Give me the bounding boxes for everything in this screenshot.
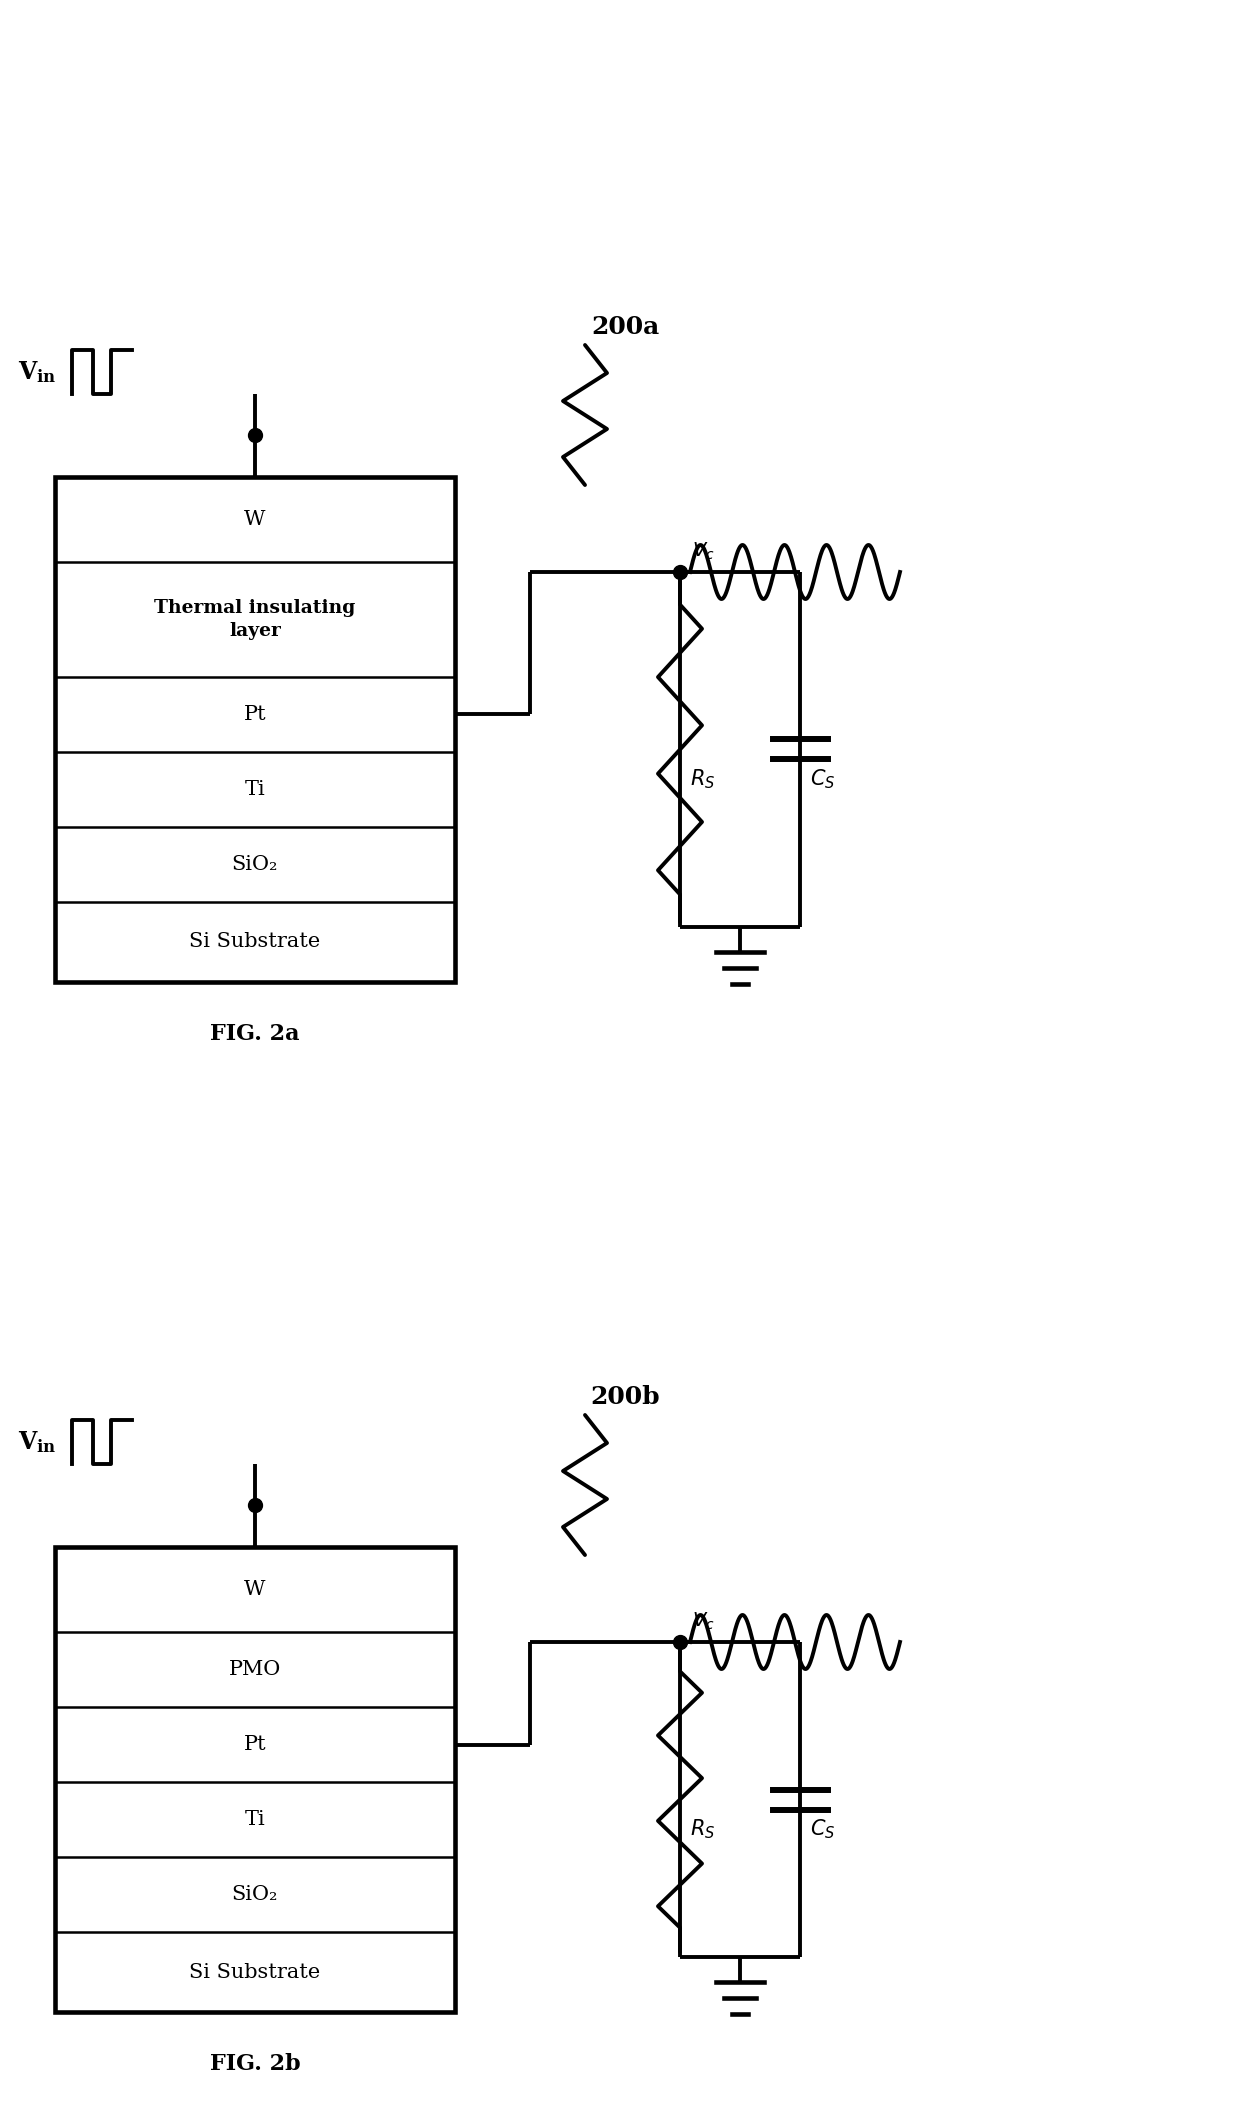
Bar (55, 1547, 455, 2012)
Text: Thermal insulating
layer: Thermal insulating layer (154, 599, 356, 639)
Text: W: W (244, 511, 265, 530)
Text: $V_c$: $V_c$ (692, 540, 714, 561)
Text: Si Substrate: Si Substrate (190, 933, 321, 952)
Text: FIG. 2b: FIG. 2b (210, 2054, 300, 2075)
Text: $\mathregular{V_{in}}$: $\mathregular{V_{in}}$ (19, 1429, 57, 1455)
Text: SiO₂: SiO₂ (232, 856, 278, 874)
Text: Ti: Ti (244, 780, 265, 799)
Text: $R_S$: $R_S$ (689, 1818, 715, 1841)
Text: $V_c$: $V_c$ (692, 1610, 714, 1631)
Text: PMO: PMO (229, 1661, 281, 1679)
Text: $C_S$: $C_S$ (810, 767, 836, 790)
Text: $C_S$: $C_S$ (810, 1818, 836, 1841)
Text: SiO₂: SiO₂ (232, 1885, 278, 1904)
Text: FIG. 2a: FIG. 2a (211, 1024, 300, 1045)
Text: Si Substrate: Si Substrate (190, 1963, 321, 1982)
Text: 200a: 200a (591, 315, 660, 338)
Text: $R_S$: $R_S$ (689, 767, 715, 790)
Text: $\mathregular{V_{in}}$: $\mathregular{V_{in}}$ (19, 359, 57, 385)
Text: Ti: Ti (244, 1810, 265, 1829)
Text: 200b: 200b (590, 1385, 660, 1408)
Text: Pt: Pt (244, 1734, 267, 1753)
Text: W: W (244, 1581, 265, 1600)
Text: Pt: Pt (244, 704, 267, 723)
Bar (55, 477, 455, 982)
